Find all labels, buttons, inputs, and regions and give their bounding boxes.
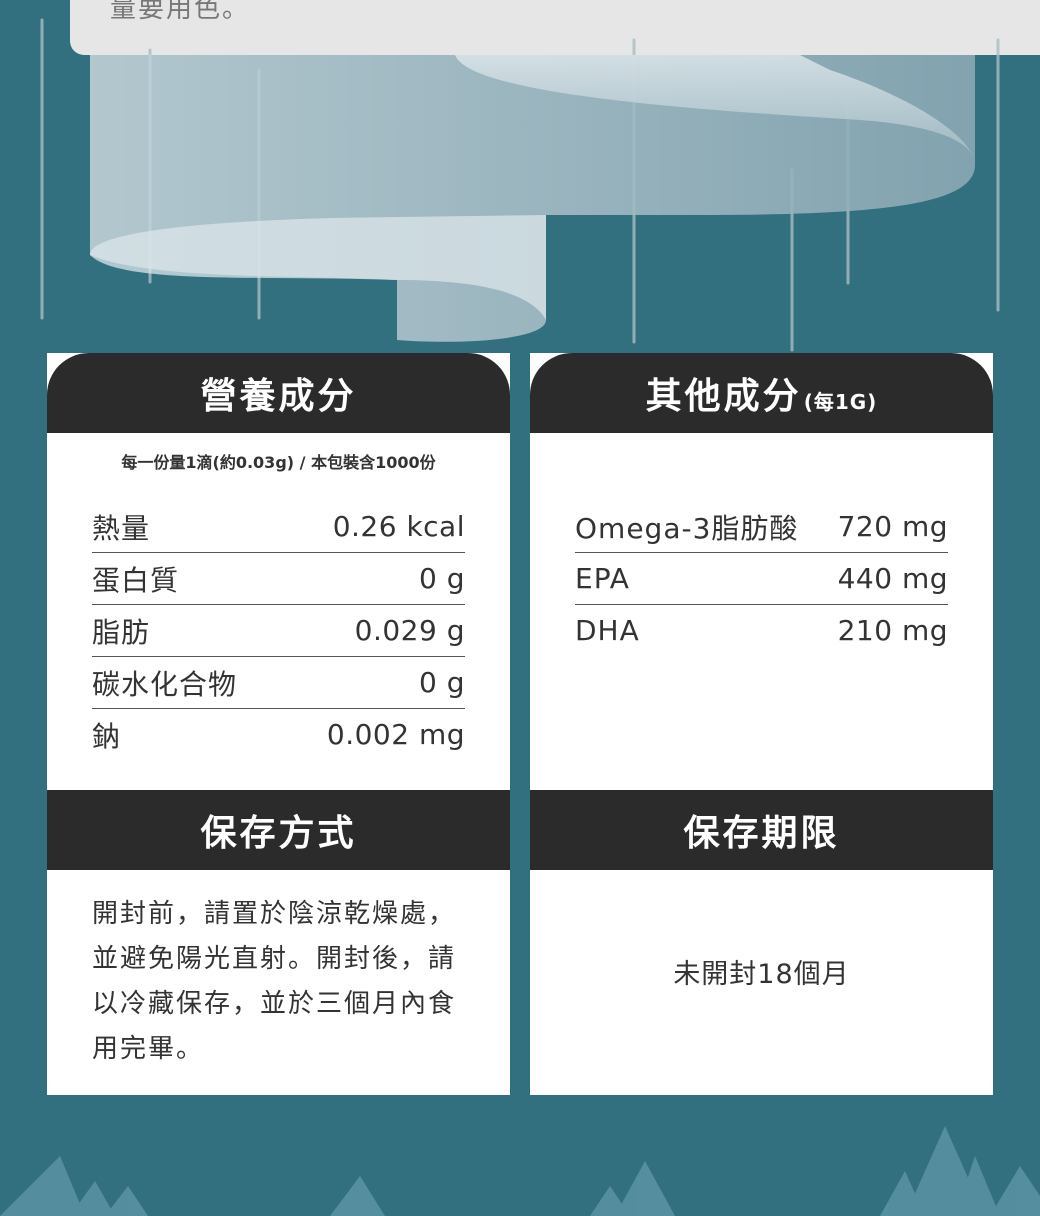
row-value: 210 mg [837, 614, 948, 647]
nutrition-panel: 營養成分 每一份量1滴(約0.03g) / 本包裝含1000份 熱量 0.26 … [47, 353, 510, 790]
row-value: 440 mg [837, 562, 948, 595]
nutrition-row-sodium: 鈉 0.002 mg [92, 709, 465, 760]
mountains-illustration [0, 1126, 1040, 1216]
row-value: 0.029 g [354, 614, 465, 647]
other-ingredients-rows: Omega-3脂肪酸 720 mg EPA 440 mg DHA 210 mg [575, 501, 948, 656]
row-label: Omega-3脂肪酸 [575, 511, 799, 545]
row-value: 0 g [419, 562, 465, 595]
nutrition-title: 營養成分 [200, 376, 357, 417]
nutrition-rows: 熱量 0.26 kcal 蛋白質 0 g 脂肪 0.029 g 碳水化合物 0 … [92, 501, 465, 760]
row-label: DHA [575, 614, 640, 647]
nutrition-header: 營養成分 [47, 353, 510, 433]
storage-method-panel: 保存方式 開封前，請置於陰涼乾燥處，並避免陽光直射。開封後，請以冷藏保存，並於三… [47, 790, 510, 1095]
shelf-life-title: 保存期限 [683, 813, 840, 854]
storage-method-header: 保存方式 [47, 790, 510, 870]
other-ingredients-title: 其他成分 [645, 376, 802, 417]
other-row-dha: DHA 210 mg [575, 605, 948, 656]
other-row-omega3: Omega-3脂肪酸 720 mg [575, 501, 948, 553]
other-ingredients-title-sub: (每1G) [803, 389, 878, 414]
storage-method-title: 保存方式 [200, 813, 357, 854]
row-label: 熱量 [92, 511, 151, 545]
row-value: 0 g [419, 666, 465, 699]
serving-note: 每一份量1滴(約0.03g) / 本包裝含1000份 [121, 453, 436, 472]
other-ingredients-header: 其他成分 (每1G) [530, 353, 993, 433]
other-ingredients-panel: 其他成分 (每1G) Omega-3脂肪酸 720 mg EPA 440 mg … [530, 353, 993, 790]
row-label: 碳水化合物 [92, 667, 238, 701]
nutrition-row-protein: 蛋白質 0 g [92, 553, 465, 605]
row-value: 720 mg [837, 510, 948, 543]
nutrition-row-carbohydrate: 碳水化合物 0 g [92, 657, 465, 709]
row-value: 0.002 mg [326, 718, 465, 751]
other-row-epa: EPA 440 mg [575, 553, 948, 605]
storage-method-text: 開封前，請置於陰涼乾燥處，並避免陽光直射。開封後，請以冷藏保存，並於三個月內食用… [92, 899, 457, 1064]
shelf-life-header: 保存期限 [530, 790, 993, 870]
row-value: 0.26 kcal [332, 510, 465, 543]
nutrition-row-calories: 熱量 0.26 kcal [92, 501, 465, 553]
top-card-text: 量要用色。 [110, 0, 251, 24]
row-label: 鈉 [92, 719, 122, 753]
top-info-card [70, 0, 1040, 55]
nutrition-row-fat: 脂肪 0.029 g [92, 605, 465, 657]
row-label: 蛋白質 [92, 563, 180, 597]
ribbon-banner-illustration [40, 18, 1000, 352]
row-label: 脂肪 [92, 615, 151, 649]
shelf-life-panel: 保存期限 未開封18個月 [530, 790, 993, 1095]
shelf-life-text: 未開封18個月 [673, 959, 850, 990]
row-label: EPA [575, 562, 630, 595]
